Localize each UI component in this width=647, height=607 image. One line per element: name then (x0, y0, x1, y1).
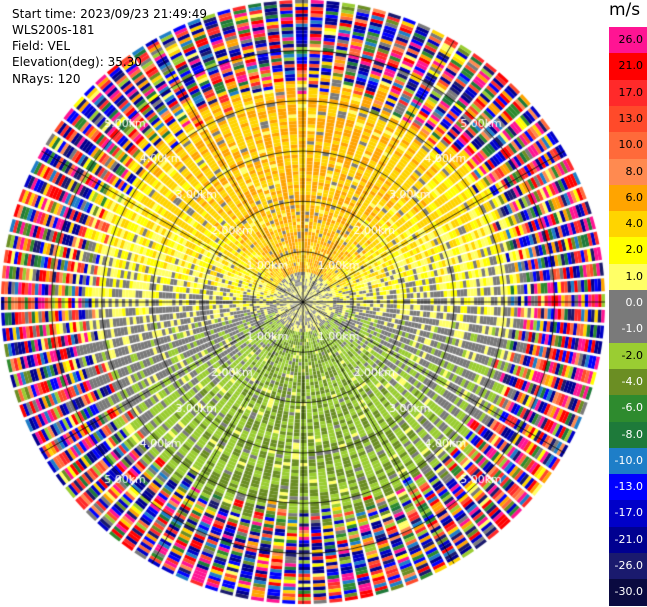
colorbar-tick-label: -1.0 (621, 322, 643, 336)
colorbar-tick-label: -30.0 (614, 585, 643, 599)
colorbar-cell (609, 211, 647, 239)
colorbar-cell (609, 421, 647, 449)
colorbar-cell (609, 368, 647, 396)
start-time-label: Start time: 2023/09/23 21:49:49 (12, 7, 207, 21)
colorbar-cell (609, 263, 647, 291)
field-label: Field: VEL (12, 39, 71, 53)
colorbar-tick-label: 17.0 (618, 85, 644, 99)
colorbar-tick-label: 1.0 (625, 269, 644, 283)
colorbar-tick-label: -10.0 (614, 453, 643, 467)
colorbar-tick-label: 0.0 (625, 296, 644, 309)
colorbar-cell (609, 237, 647, 265)
colorbar-tick-label: -21.0 (614, 532, 643, 546)
colorbar-tick-label: 8.0 (625, 164, 644, 178)
station-label: WLS200s-181 (12, 23, 95, 37)
colorbar-tick-label: 6.0 (625, 190, 644, 204)
colorbar-cell (609, 290, 647, 317)
colorbar-cell (609, 184, 647, 212)
colorbar-cell (609, 105, 647, 133)
colorbar-cell (609, 53, 647, 81)
colorbar-tick-label: -17.0 (614, 506, 643, 520)
colorbar-cell (609, 158, 647, 186)
colorbar-cell (609, 316, 647, 344)
colorbar-tick-label: 26.0 (618, 33, 644, 46)
colorbar-cell (609, 579, 647, 607)
colorbar-tick-label: -13.0 (614, 480, 643, 494)
colorbar-tick-label: -4.0 (621, 374, 643, 388)
colorbar-tick-label: 2.0 (625, 243, 644, 257)
colorbar-tick-label: 13.0 (618, 111, 644, 125)
colorbar-cell (609, 500, 647, 528)
colorbar-tick-label: -26.0 (614, 559, 643, 572)
colorbar-tick-label: -2.0 (621, 348, 643, 362)
colorbar-unit-label: m/s (609, 0, 641, 20)
colorbar-cell (609, 79, 647, 107)
colorbar-cell (609, 474, 647, 502)
colorbar-cell (609, 27, 647, 54)
colorbar-cell (609, 447, 647, 475)
colorbar-cell (609, 553, 647, 580)
nrays-label: NRays: 120 (12, 72, 81, 86)
colorbar-cell (609, 395, 647, 423)
colorbar-tick-label: -6.0 (621, 401, 643, 415)
colorbar-cell (609, 342, 647, 370)
colorbar-tick-label: 10.0 (618, 138, 644, 152)
colorbar-tick-label: 21.0 (618, 59, 644, 73)
colorbar-tick-label: -8.0 (621, 427, 643, 441)
colorbar-tick-label: 4.0 (625, 217, 644, 231)
elevation-label: Elevation(deg): 35.30 (12, 55, 142, 69)
colorbar-cell (609, 132, 647, 160)
colorbar-cell (609, 526, 647, 554)
